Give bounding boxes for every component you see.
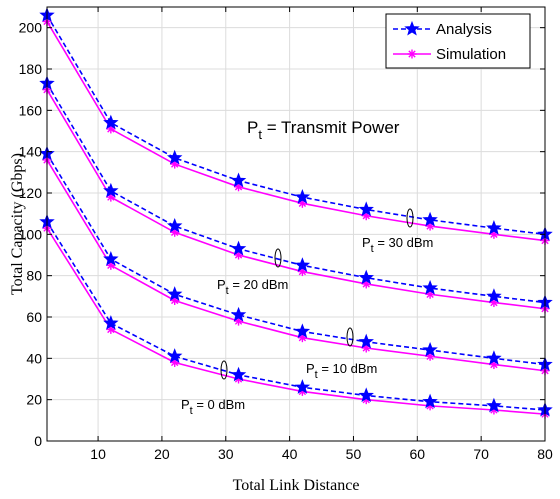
x-tick-label-40: 40: [282, 446, 298, 462]
y-tick-label-140: 140: [19, 144, 43, 160]
label-0dbm-sub: t: [190, 405, 193, 417]
annotation-subscript: t: [258, 127, 262, 142]
group-ellipse-3: [220, 360, 228, 380]
y-tick-label-200: 200: [19, 20, 43, 36]
x-axis-label: Total Link Distance: [233, 477, 360, 494]
analysis-point-30-dbm-42: [294, 189, 311, 204]
series-lines: [46, 14, 546, 415]
tick-labels: 10 20 30 40 50 60 70 80 0 20 40 60 80 100 120 140 160 180…: [19, 20, 553, 462]
analysis-point-30-dbm-72: [486, 220, 502, 235]
label-10dbm: Pt = 10 dBm: [306, 361, 377, 381]
x-tick-label-20: 20: [154, 446, 170, 462]
group-ellipses: [220, 208, 414, 380]
analysis-point-20-dbm-22: [166, 217, 183, 233]
x-tick-label-60: 60: [410, 446, 426, 462]
label-20dbm: Pt = 20 dBm: [217, 277, 288, 297]
analysis-point-0-dbm-72: [486, 397, 502, 413]
legend-box: [385, 13, 531, 69]
legend: Analysis Simulation: [385, 13, 531, 69]
label-10dbm-sub: t: [315, 369, 318, 381]
transmit-power-annotation: Pt = Transmit Power: [247, 118, 400, 142]
x-tick-label-80: 80: [537, 446, 553, 462]
x-tick-label-70: 70: [473, 446, 489, 462]
legend-analysis-label: Analysis: [436, 21, 492, 38]
analysis-point-10-dbm-42: [294, 323, 311, 339]
label-0dbm-p: P: [181, 397, 190, 412]
x-tick-label-50: 50: [346, 446, 362, 462]
x-tick-label-30: 30: [218, 446, 234, 462]
label-0dbm-rest: = 0 dBm: [193, 397, 245, 412]
analysis-point-0-dbm-22: [166, 348, 183, 363]
legend-asterisk-icon: [407, 49, 417, 59]
analysis-point-30-dbm-22: [166, 149, 183, 165]
y-tick-label-120: 120: [19, 185, 43, 201]
analysis-point-30-dbm-32: [230, 172, 247, 188]
analysis-point-20-dbm-42: [294, 257, 311, 272]
analysis-point-10-dbm-32: [230, 306, 247, 322]
group-ellipse-0: [406, 208, 414, 228]
simulation-line-10-dbm: [46, 159, 546, 372]
power-labels: Pt = 30 dBm Pt = 20 dBm Pt = 10 dBm Pt =…: [181, 235, 433, 417]
analysis-point-10-dbm-62: [422, 341, 438, 357]
analysis-point-0-dbm-32: [230, 366, 247, 382]
asterisk-stroke: [408, 50, 416, 58]
analysis-point-20-dbm-52: [358, 269, 374, 285]
annotation-p: P: [247, 118, 258, 137]
legend-simulation-label: Simulation: [436, 46, 506, 63]
label-30dbm-sub: t: [371, 243, 374, 255]
label-30dbm-p: P: [362, 235, 371, 250]
label-30dbm: Pt = 30 dBm: [362, 235, 433, 255]
axis-ticks: [47, 7, 546, 442]
analysis-line-0-dbm: [46, 221, 546, 411]
series-markers: [39, 7, 553, 419]
plot-frame: [46, 6, 546, 442]
analysis-point-0-dbm-12: [103, 315, 119, 330]
y-tick-label-40: 40: [26, 350, 42, 366]
analysis-point-10-dbm-12: [103, 251, 119, 266]
legend-star-icon: [404, 20, 420, 36]
y-tick-label-160: 160: [19, 102, 43, 118]
label-20dbm-p: P: [217, 277, 226, 292]
legend-simulation-marker: [407, 49, 417, 59]
analysis-point-20-dbm-62: [422, 279, 438, 295]
y-tick-label-20: 20: [26, 392, 42, 408]
analysis-point-30-dbm-52: [358, 201, 374, 217]
label-30dbm-rest: = 30 dBm: [374, 235, 434, 250]
analysis-point-0-dbm-52: [358, 387, 374, 403]
label-20dbm-rest: = 20 dBm: [229, 277, 289, 292]
analysis-point-30-dbm-62: [422, 211, 438, 227]
y-tick-label-0: 0: [34, 433, 42, 449]
analysis-line-10-dbm: [46, 153, 546, 366]
y-axis-label: Total Capacity (Gbps): [9, 153, 26, 295]
grid: [47, 7, 546, 442]
group-ellipse-2: [346, 327, 354, 347]
analysis-point-10-dbm-52: [358, 333, 374, 349]
analysis-point-10-dbm-22: [166, 286, 183, 301]
annotation-rest: = Transmit Power: [262, 118, 400, 137]
group-ellipse-1: [274, 248, 282, 268]
analysis-point-20-dbm-32: [230, 240, 247, 256]
label-10dbm-p: P: [306, 361, 315, 376]
x-tick-label-10: 10: [90, 446, 106, 462]
y-tick-label-180: 180: [19, 61, 43, 77]
label-10dbm-rest: = 10 dBm: [318, 361, 378, 376]
legend-analysis-marker: [404, 20, 420, 36]
analysis-point-30-dbm-12: [103, 114, 119, 130]
analysis-point-10-dbm-72: [486, 350, 502, 365]
analysis-point-0-dbm-42: [294, 379, 311, 394]
y-tick-label-100: 100: [19, 226, 43, 242]
y-tick-label-60: 60: [26, 309, 42, 325]
analysis-point-20-dbm-12: [103, 182, 119, 198]
y-tick-label-80: 80: [26, 268, 42, 284]
label-0dbm: Pt = 0 dBm: [181, 397, 245, 417]
label-20dbm-sub: t: [226, 285, 229, 297]
analysis-point-0-dbm-62: [422, 393, 438, 409]
analysis-point-20-dbm-72: [486, 288, 502, 303]
